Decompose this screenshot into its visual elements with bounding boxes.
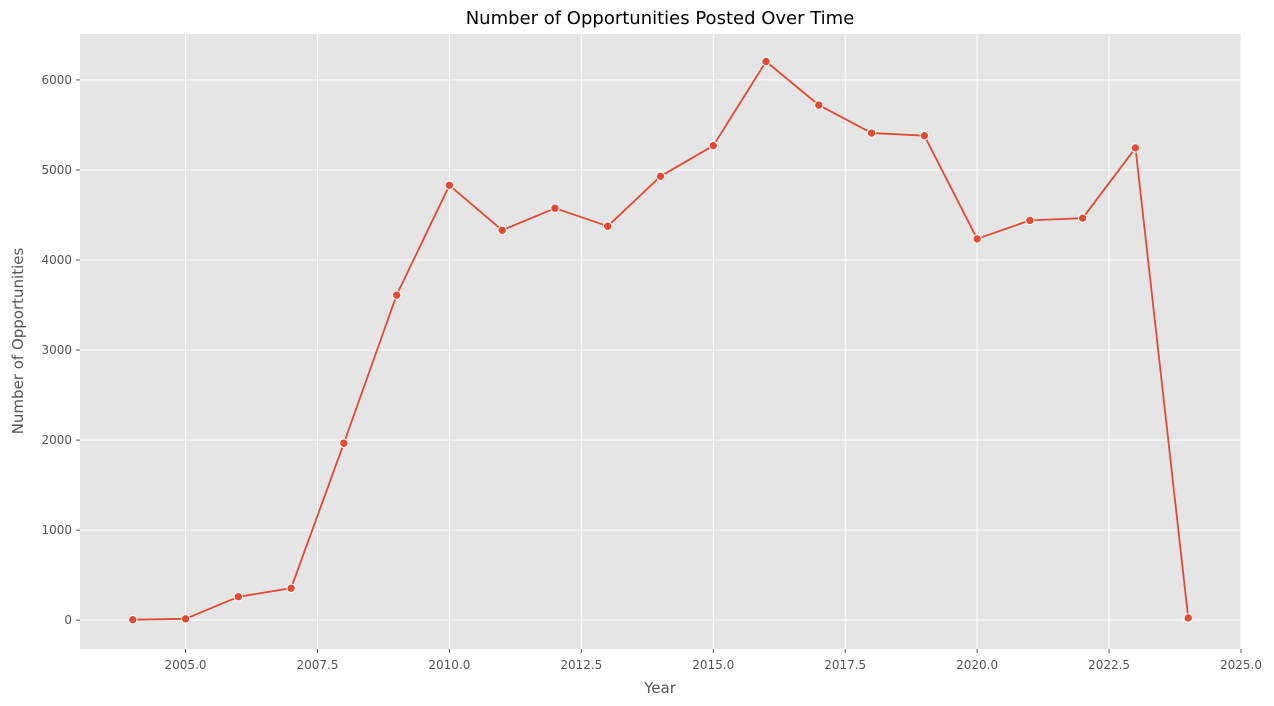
grid-lines — [80, 34, 1242, 649]
chart-title: Number of Opportunities Posted Over Time — [466, 8, 855, 29]
data-point — [655, 171, 666, 181]
data-point — [761, 56, 771, 67]
y-axis-label: Number of Opportunities — [9, 248, 27, 435]
x-tick-label: 2017.5 — [824, 658, 866, 672]
data-point — [391, 290, 402, 300]
y-tick-label: 3000 — [41, 343, 72, 357]
y-tick-label: 1000 — [41, 523, 72, 537]
x-tick-label: 2020.0 — [956, 658, 998, 672]
x-tick-label: 2007.5 — [296, 658, 338, 672]
x-axis-label: Year — [643, 679, 677, 697]
axis-ticks: 2005.0 2007.5 2010.0 2012.5 2015.0 2017.5 2020… — [41, 73, 1262, 672]
data-point — [128, 615, 138, 625]
data-point — [1130, 143, 1141, 153]
y-tick-label: 5000 — [41, 163, 72, 177]
data-point — [1077, 213, 1088, 223]
data-point — [339, 438, 349, 448]
data-point — [286, 583, 296, 593]
y-tick-label: 6000 — [41, 73, 72, 87]
data-point — [1025, 215, 1035, 226]
y-tick-label: 2000 — [41, 433, 72, 447]
y-tick-label: 4000 — [41, 253, 72, 267]
data-point — [233, 592, 244, 602]
series-layer — [128, 56, 1193, 625]
x-tick-label: 2010.0 — [428, 658, 470, 672]
x-tick-label: 2015.0 — [692, 658, 734, 672]
data-point — [603, 221, 613, 231]
data-point — [919, 131, 930, 141]
data-point — [444, 180, 455, 190]
x-tick-label: 2025.0 — [1220, 658, 1262, 672]
data-point — [866, 128, 877, 138]
data-point — [814, 100, 824, 110]
x-tick-label: 2012.5 — [560, 658, 602, 672]
data-point — [550, 203, 560, 213]
data-point — [497, 225, 507, 235]
data-point — [180, 614, 191, 624]
x-tick-label: 2022.5 — [1088, 658, 1130, 672]
data-point — [708, 140, 718, 151]
data-point — [1183, 613, 1193, 623]
data-point — [972, 234, 982, 244]
x-tick-label: 2005.0 — [165, 658, 207, 672]
y-tick-label: 0 — [64, 613, 72, 627]
plot-area — [80, 34, 1241, 649]
